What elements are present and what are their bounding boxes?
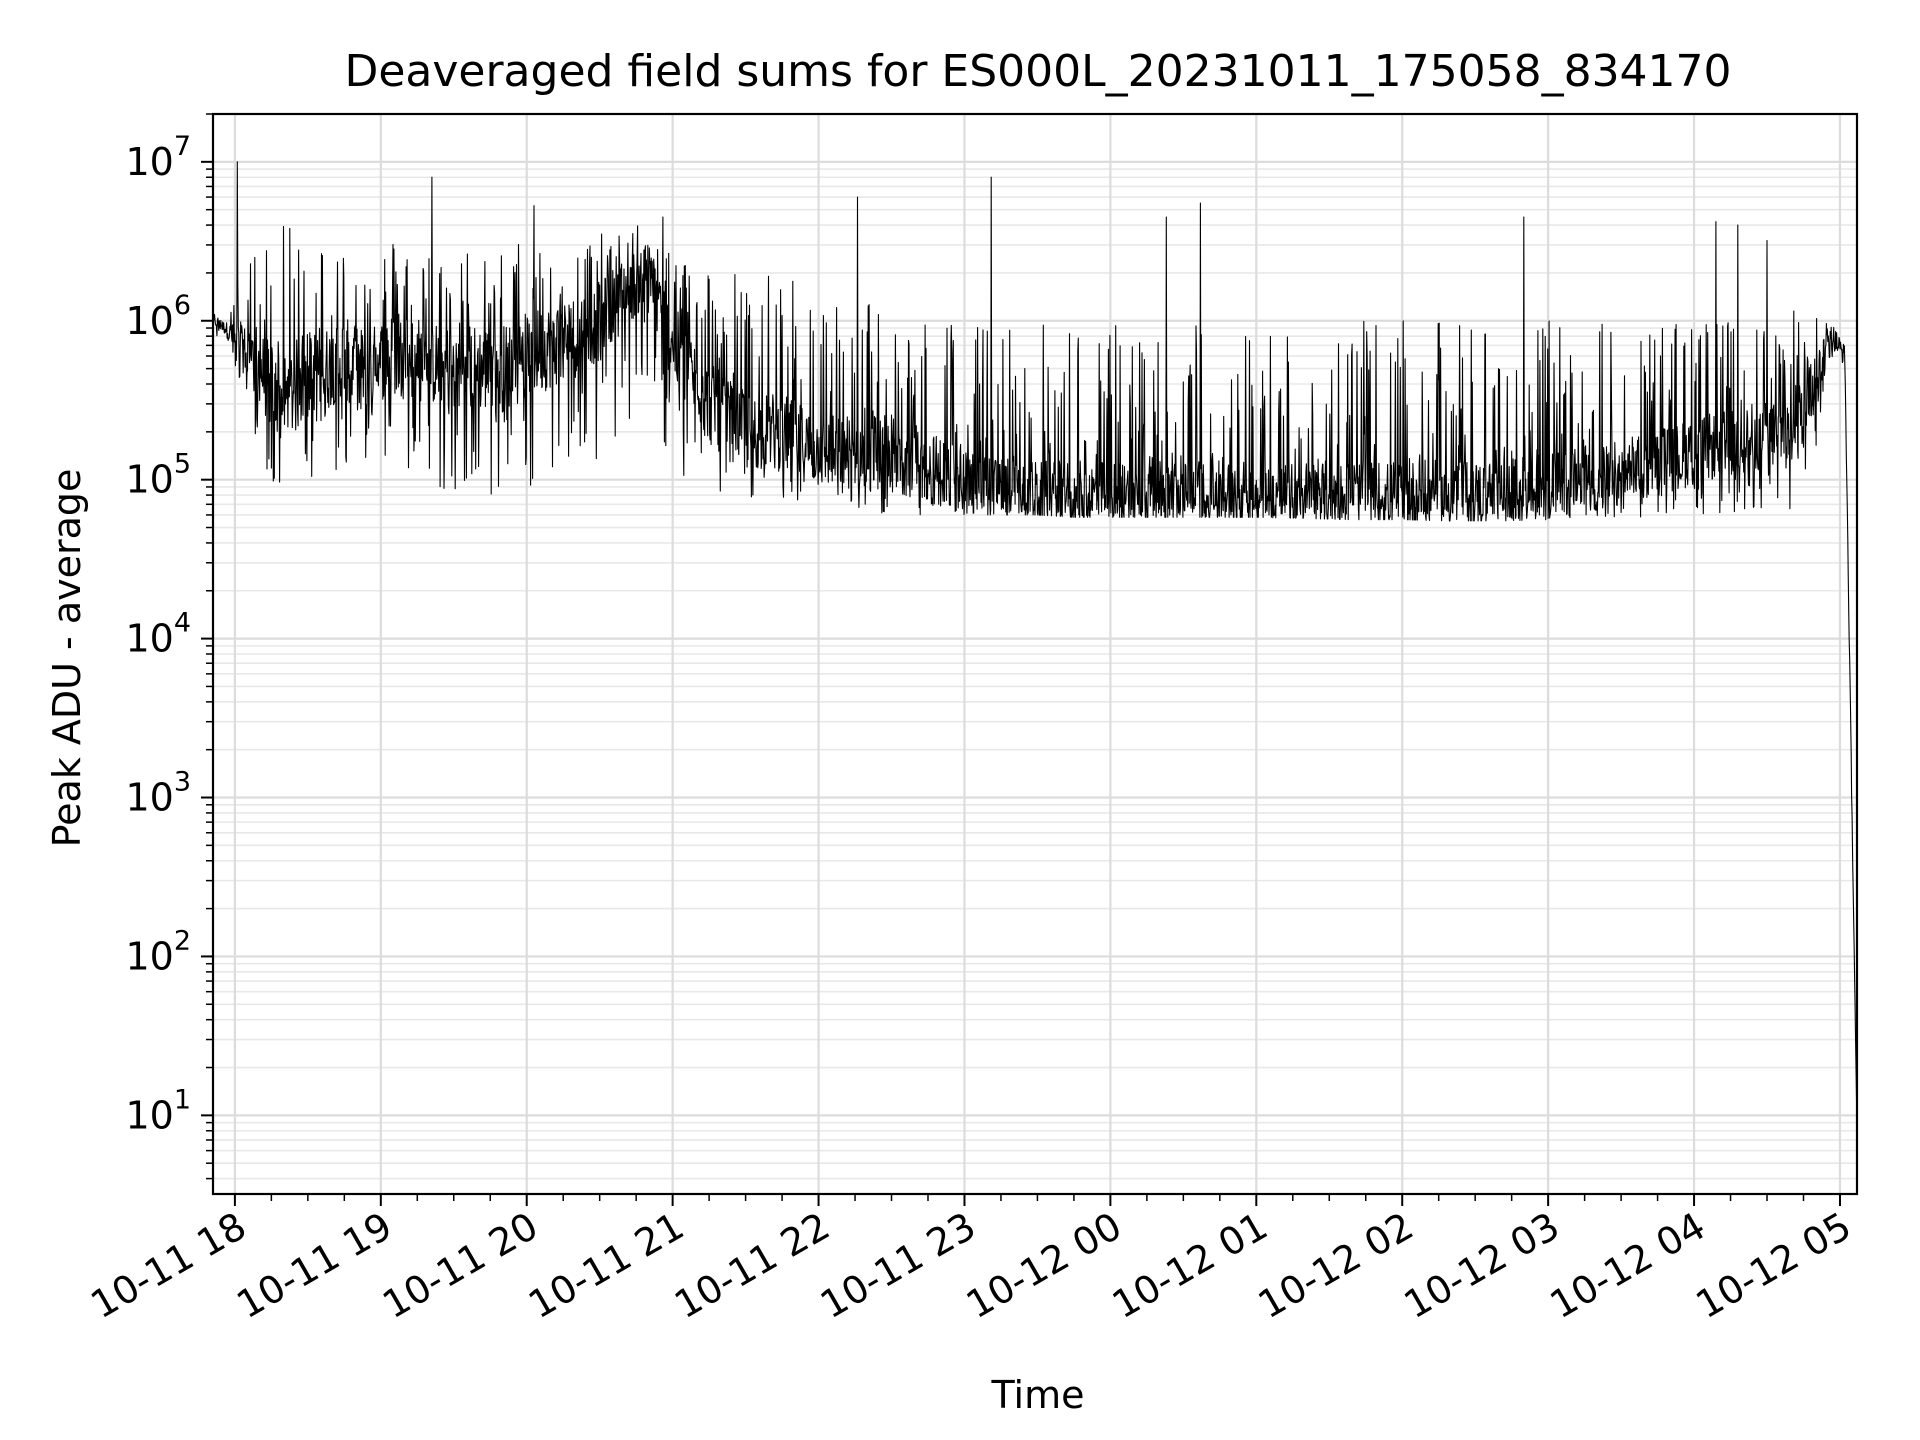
chart-title: Deaveraged field sums for ES000L_2023101… xyxy=(344,46,1731,97)
y-tick-label-base: 10 xyxy=(125,617,173,661)
y-tick-label: 106 xyxy=(125,290,191,343)
y-tick-label: 107 xyxy=(125,131,191,184)
y-tick-label-base: 10 xyxy=(125,1093,173,1137)
series-line xyxy=(212,161,1858,1130)
y-tick-label-base: 10 xyxy=(125,458,173,502)
y-tick-label: 103 xyxy=(125,767,191,820)
y-tick-label-exponent: 7 xyxy=(174,131,191,162)
y-tick-label-exponent: 3 xyxy=(174,767,191,798)
y-tick-label-base: 10 xyxy=(125,776,173,820)
y-tick-label-exponent: 2 xyxy=(174,925,191,956)
y-tick-label-base: 10 xyxy=(125,140,173,184)
y-tick-label: 104 xyxy=(125,608,191,661)
y-tick-label-exponent: 1 xyxy=(174,1084,191,1115)
y-tick-label-exponent: 4 xyxy=(174,608,191,639)
data-series xyxy=(212,161,1858,1130)
y-tick-label: 101 xyxy=(125,1084,191,1137)
y-tick-label-base: 10 xyxy=(125,299,173,343)
x-axis-label: Time xyxy=(991,1373,1085,1417)
y-tick-label-base: 10 xyxy=(125,934,173,978)
y-tick-label: 102 xyxy=(125,925,191,978)
y-tick-label: 105 xyxy=(125,449,191,502)
y-tick-label-exponent: 5 xyxy=(174,449,191,480)
grid xyxy=(213,113,1857,1194)
y-tick-label-exponent: 6 xyxy=(174,290,191,321)
y-axis-label: Peak ADU - average xyxy=(45,469,89,848)
